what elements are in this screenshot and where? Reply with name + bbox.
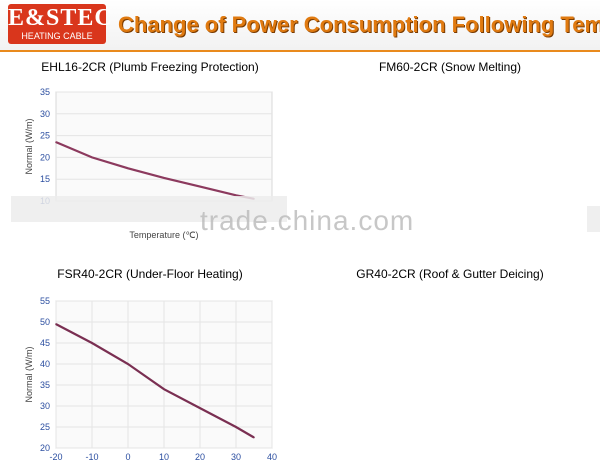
y-tick-label: 30 — [40, 109, 50, 119]
y-tick-label: 30 — [40, 401, 50, 411]
x-tick-label: 10 — [159, 452, 169, 462]
y-tick-label: 35 — [40, 380, 50, 390]
y-tick-label: 55 — [40, 296, 50, 306]
chart-title: GR40-2CR (Roof & Gutter Deicing) — [356, 267, 544, 281]
data-point — [163, 177, 165, 179]
chart-panel-ehl16: EHL16-2CR (Plumb Freezing Protection) 10… — [0, 52, 300, 260]
x-tick-label: -20 — [49, 452, 62, 462]
data-point — [55, 323, 57, 325]
page-title: Change of Power Consumption Following Te… — [118, 12, 600, 37]
header-banner: E&STEC HEATING CABLE Change of Power Con… — [0, 0, 600, 52]
chart-ehl16: 101520253035Normal (W/m)Temperature (℃) — [11, 87, 287, 240]
data-point — [127, 363, 129, 365]
chart-panel-fm60: FM60-2CR (Snow Melting) 5101520253035404… — [300, 52, 600, 260]
data-point — [199, 407, 201, 409]
chart-fsr40: 20 25 30 35 40 45 50 55 -20 -10 0 10 20 30 40 Normal (W… — [24, 296, 277, 467]
brand-logo: E&STEC HEATING CABLE — [8, 4, 113, 44]
y-tick-label: 35 — [40, 87, 50, 97]
x-tick-label: 30 — [231, 452, 241, 462]
y-tick-label: 20 — [40, 443, 50, 453]
data-point — [91, 156, 93, 159]
data-point — [253, 436, 255, 439]
y-tick-label: 20 — [40, 152, 50, 162]
chart-title: EHL16-2CR (Plumb Freezing Protection) — [41, 60, 259, 74]
data-point — [127, 167, 129, 170]
y-tick-label: 40 — [40, 359, 50, 369]
x-axis-label: Temperature (℃) — [129, 230, 198, 240]
x-tick-label: 20 — [195, 452, 205, 462]
x-tick-label: 40 — [267, 452, 277, 462]
data-point — [163, 388, 165, 390]
y-axis-label: Normal (W/m) — [24, 347, 34, 403]
y-tick-label: 50 — [40, 317, 50, 327]
y-tick-label: 25 — [40, 422, 50, 432]
blur-band — [11, 196, 287, 222]
x-tick-label: -10 — [85, 452, 98, 462]
chart-title: FSR40-2CR (Under-Floor Heating) — [57, 267, 243, 281]
data-point — [235, 194, 237, 197]
data-point — [55, 141, 57, 143]
watermark-text: trade.china.com — [200, 205, 415, 236]
y-tick-label: 15 — [40, 174, 50, 184]
logo-subtext: HEATING CABLE — [21, 31, 93, 41]
x-tick-label: 0 — [125, 452, 130, 462]
chart-title: FM60-2CR (Snow Melting) — [378, 60, 522, 74]
logo-text: E&STEC — [8, 5, 113, 31]
plot-area — [55, 91, 273, 202]
data-point — [199, 185, 201, 188]
y-axis-label: Normal (W/m) — [24, 119, 34, 175]
data-point — [235, 426, 237, 428]
y-tick-label: 25 — [40, 131, 50, 141]
chart-panel-fsr40: FSR40-2CR (Under-Floor Heating) 20 25 30 35… — [0, 259, 300, 467]
blur-band — [587, 206, 600, 232]
chart-panel-gr40: GR40-2CR (Roof & Gutter Deicing) 1020304… — [300, 259, 600, 467]
data-point — [91, 342, 93, 344]
y-tick-label: 45 — [40, 338, 50, 348]
chart-fm60: 51015202530354045505560Normal (W/m)Tempe… — [587, 206, 600, 232]
